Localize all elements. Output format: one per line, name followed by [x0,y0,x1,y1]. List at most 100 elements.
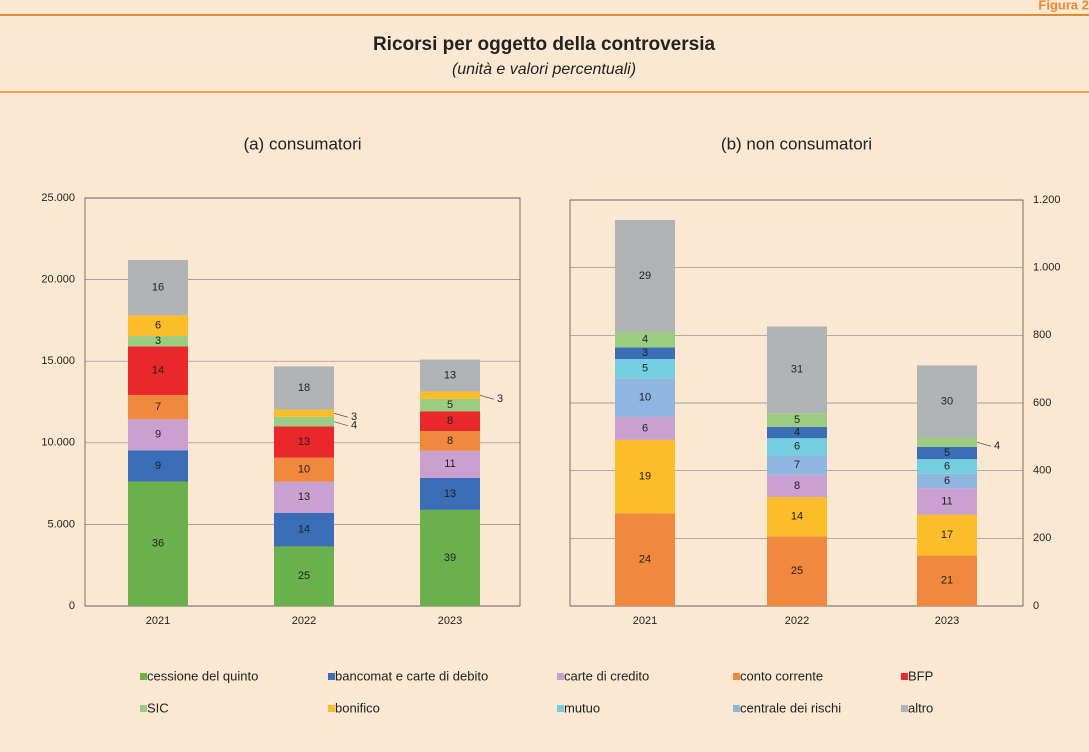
bar-segment [767,455,827,475]
legend-label: bancomat e carte di debito [335,668,488,683]
data-label: 4 [642,334,648,346]
data-label: 11 [941,495,952,507]
data-label: 36 [152,538,164,550]
x-tick-label: 2023 [935,615,959,627]
legend-label: carte di credito [564,668,649,683]
legend-label: conto corrente [740,668,823,683]
bar-segment [767,427,827,439]
bar-segment [274,546,334,606]
legend-label: centrale dei rischi [740,700,841,715]
bar-segment [615,331,675,348]
y-tick-label: 200 [1033,532,1051,544]
bar-segment [274,426,334,458]
y-tick-label: 1.200 [1033,194,1061,206]
legend-label: SIC [147,700,169,715]
bar-segment [420,450,480,478]
bar-segment [274,366,334,410]
bar-segment [420,391,480,399]
bar-segment [274,416,334,427]
bar-segment [917,514,977,556]
bar-segment [420,411,480,432]
figure-label: Figura 2 [1038,0,1089,12]
y-tick-label: 400 [1033,465,1051,477]
bar-segment [420,509,480,606]
x-tick-label: 2021 [633,615,657,627]
bar-segment [615,347,675,360]
bar-segment [917,488,977,515]
y-tick-label: 20.000 [41,274,75,286]
x-tick-label: 2022 [292,615,316,627]
bar-segment [615,359,675,379]
legend-swatch [140,673,147,680]
bar-segment [128,419,188,451]
bar-segment [917,473,977,489]
bar-segment [615,416,675,440]
legend-swatch [901,705,908,712]
data-label: 6 [944,475,950,487]
data-label: 14 [791,511,803,523]
data-label: 7 [155,401,161,413]
bar-segment [615,439,675,514]
data-label: 25 [298,570,310,582]
y-tick-label: 600 [1033,397,1051,409]
bar-segment [274,409,334,417]
bar-segment [615,219,675,332]
legend-swatch [557,673,564,680]
data-label: 39 [444,552,456,564]
legend-swatch [557,705,564,712]
data-label: 21 [941,575,953,587]
data-label: 4 [994,440,1000,452]
x-tick-label: 2021 [146,615,170,627]
data-label: 13 [298,491,310,503]
data-label: 8 [447,435,453,447]
bar-segment [767,536,827,606]
bar-segment [128,394,188,420]
chart-title: (b) non consumatori [721,134,872,153]
data-label: 6 [794,441,800,453]
bar-segment [274,457,334,482]
y-tick-label: 800 [1033,329,1051,341]
data-label: 16 [152,282,164,294]
bar-segment [917,365,977,438]
data-label: 6 [642,422,648,434]
data-label: 3 [497,393,503,405]
bar-segment [128,336,188,347]
y-tick-label: 15.000 [41,355,75,367]
data-label: 18 [298,382,310,394]
data-label: 13 [298,436,310,448]
legend-label: bonifico [335,700,380,715]
data-label: 31 [791,364,803,376]
bar-segment [128,450,188,482]
data-label: 7 [794,459,800,471]
y-tick-label: 1.000 [1033,262,1061,274]
legend-label: altro [908,700,933,715]
legend-swatch [328,705,335,712]
leader-line [479,394,495,400]
figure-subtitle: (unità e valori percentuali) [452,61,636,78]
bar-segment [420,431,480,451]
legend-swatch [328,673,335,680]
data-label: 14 [298,524,310,536]
data-label: 3 [155,335,161,347]
data-label: 24 [639,554,651,566]
bar-segment [128,260,188,316]
leader-line [333,412,349,418]
data-label: 8 [794,480,800,492]
bar-segment [128,346,188,395]
bar-segment [767,326,827,414]
chart-title: (a) consumatori [243,134,361,153]
x-tick-label: 2023 [438,615,462,627]
bar-segment [917,446,977,460]
data-label: 5 [447,399,453,411]
bar-segment [615,378,675,417]
bar-segment [917,459,977,474]
x-tick-label: 2022 [785,615,809,627]
leader-line [333,421,349,427]
bar-segment [128,315,188,337]
legend-label: mutuo [564,700,600,715]
legend-label: BFP [908,668,933,683]
data-label: 13 [444,369,456,381]
data-label: 6 [155,320,161,332]
y-tick-label: 25.000 [41,192,75,204]
